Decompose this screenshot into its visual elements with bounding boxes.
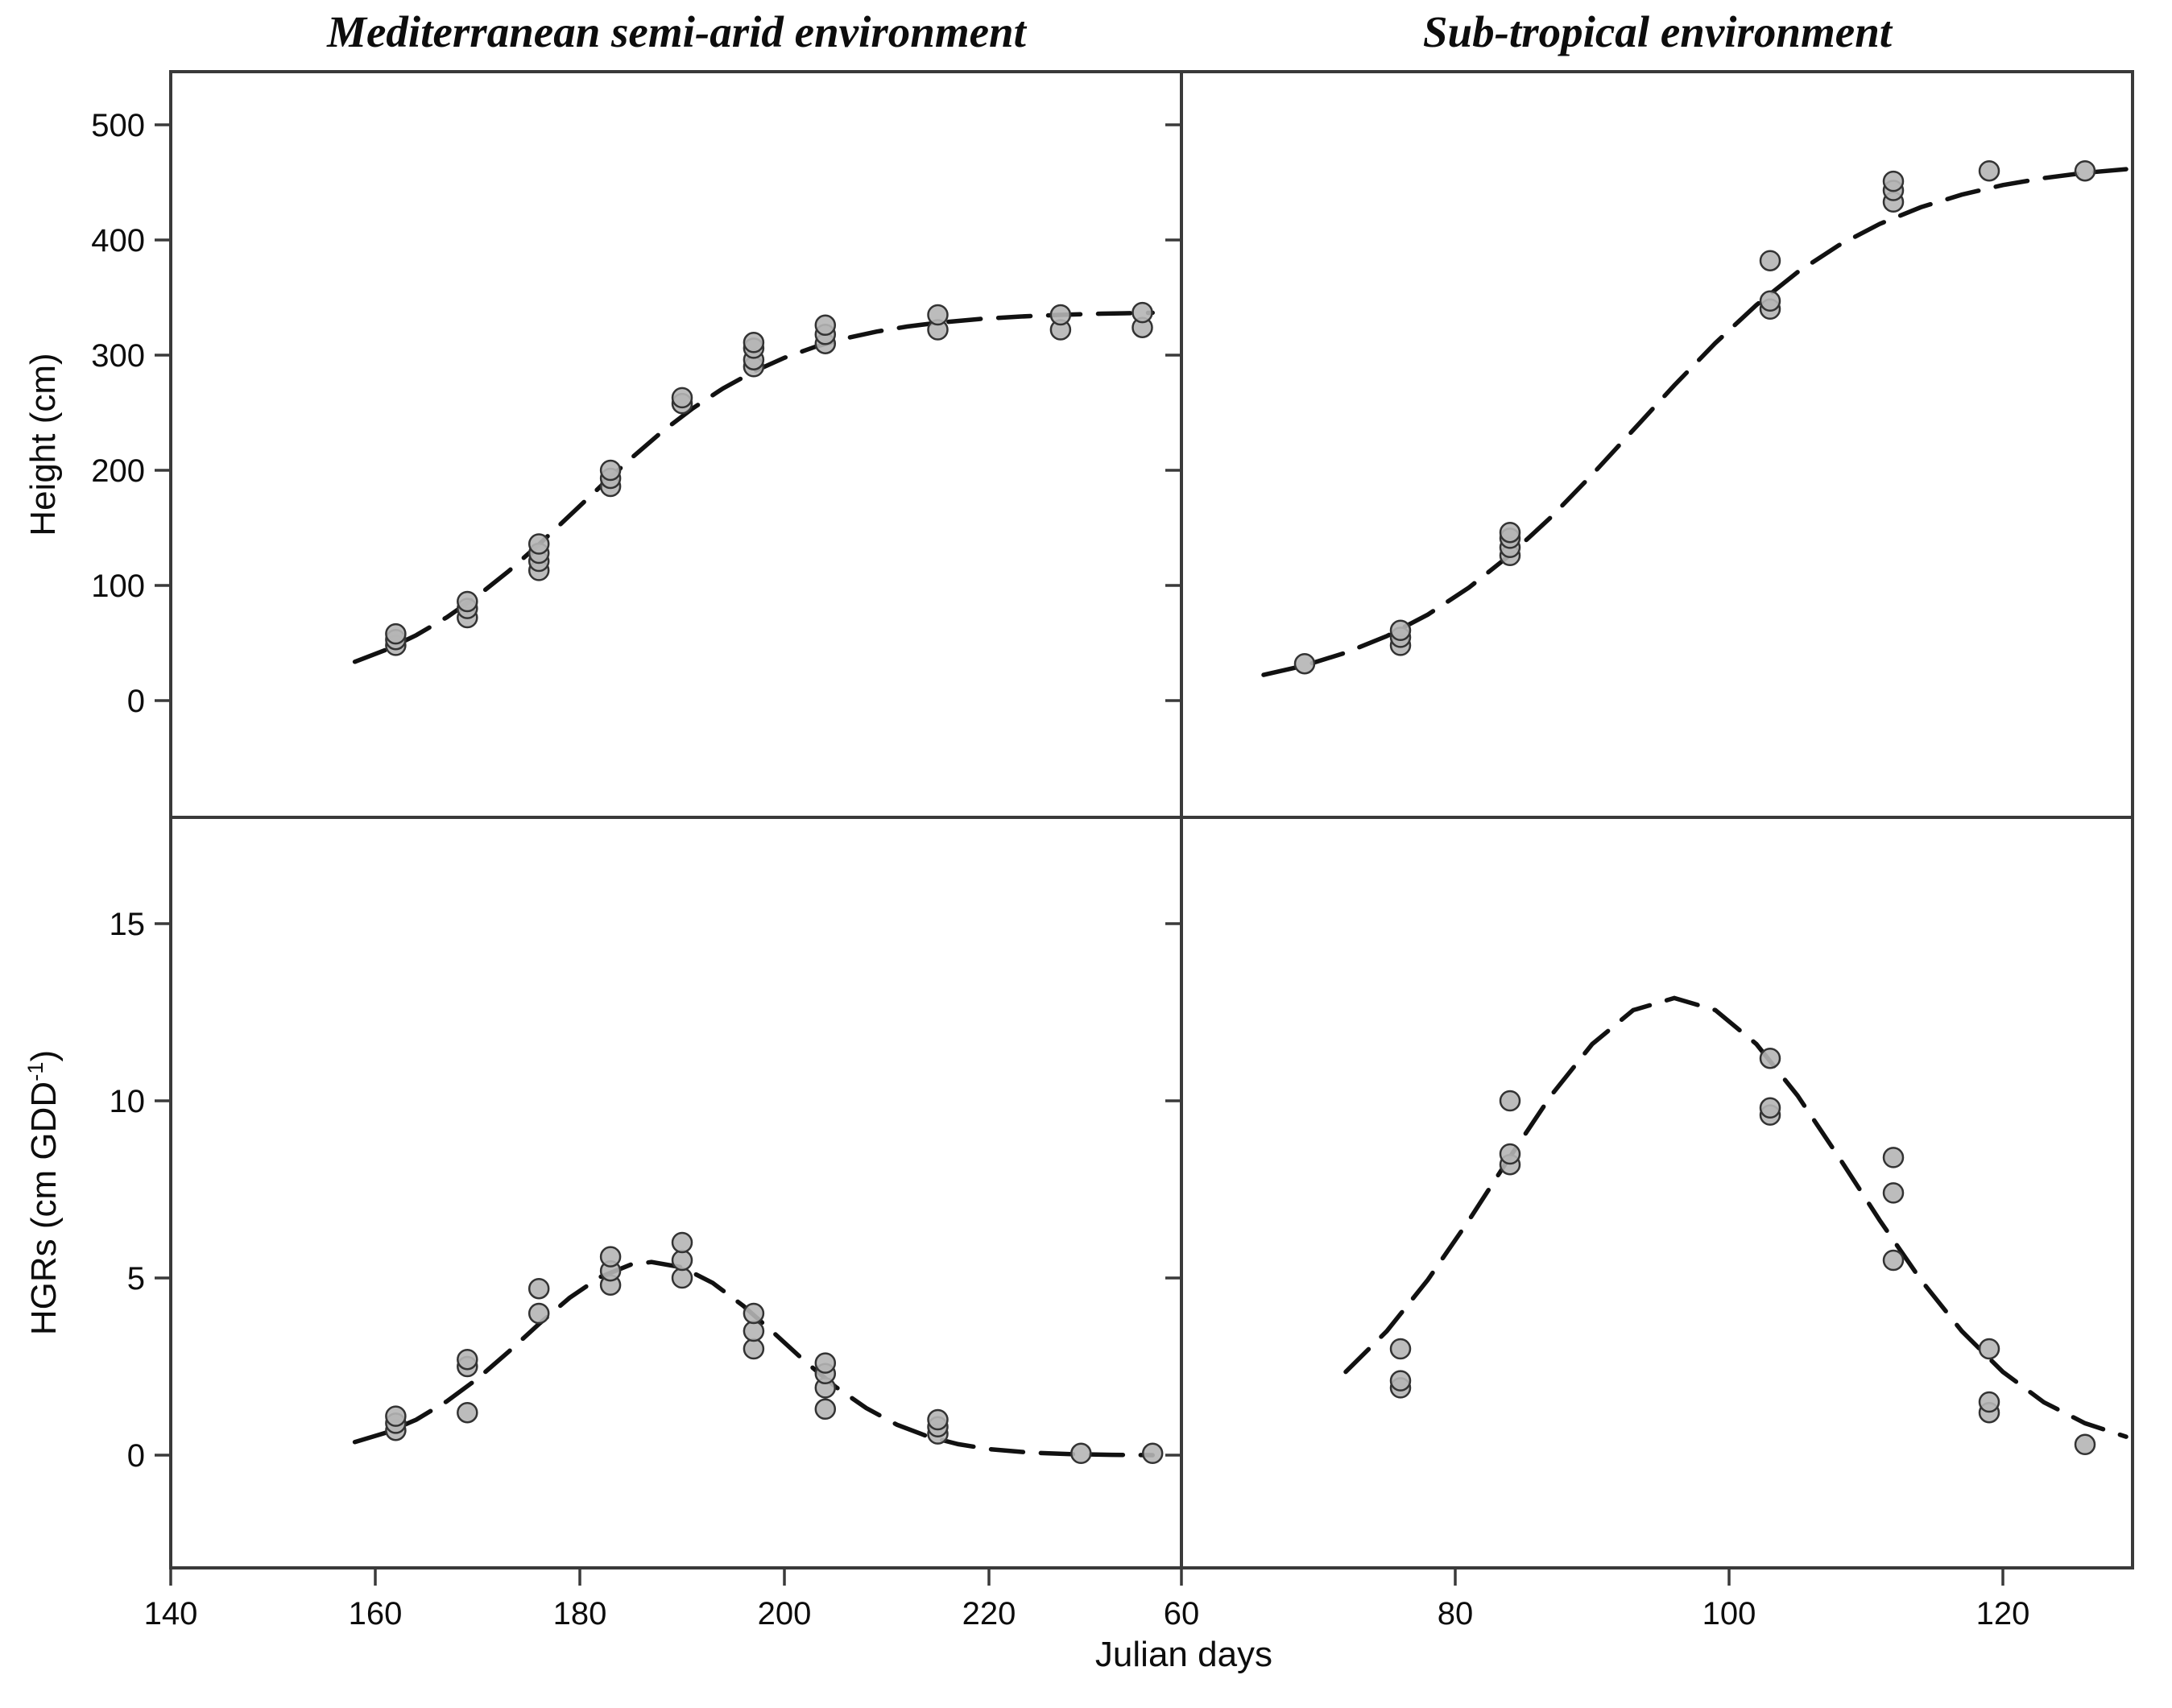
y-tick-label: 300 [91, 338, 145, 374]
data-point-hgr-mediterranean [671, 1249, 693, 1272]
data-point-hgr-subtropical [1978, 1391, 2000, 1413]
data-point-hgr-mediterranean [385, 1405, 407, 1427]
data-point-hgr-subtropical [1499, 1143, 1521, 1165]
data-point-hgr-mediterranean [743, 1320, 765, 1342]
y-tick-label: 500 [91, 108, 145, 143]
data-point-height-mediterranean [599, 459, 622, 482]
data-point-height-subtropical [2074, 159, 2096, 182]
data-point-hgr-mediterranean [671, 1231, 693, 1254]
data-point-height-subtropical [1499, 521, 1521, 544]
y-tick-label: 0 [127, 684, 145, 719]
data-point-hgr-subtropical [1978, 1338, 2000, 1360]
data-point-height-mediterranean [457, 590, 478, 613]
x-tick-label: 100 [1702, 1596, 1756, 1631]
fit-curve-height-mediterranean [352, 310, 1155, 664]
data-point-hgr-mediterranean [1141, 1442, 1164, 1465]
x-tick-label: 200 [758, 1596, 812, 1631]
x-tick-label: 220 [962, 1596, 1016, 1631]
x-tick-label: 80 [1438, 1596, 1474, 1631]
data-point-height-mediterranean [527, 533, 550, 555]
figure-frame [169, 70, 2134, 1569]
data-point-hgr-mediterranean [599, 1246, 622, 1268]
x-axis-label: Julian days [1094, 1635, 1273, 1674]
data-point-height-mediterranean [743, 332, 765, 354]
x-tick-label: 140 [144, 1596, 198, 1631]
data-point-hgr-subtropical [1499, 1090, 1521, 1112]
data-point-height-mediterranean [671, 387, 693, 409]
data-point-hgr-subtropical [1759, 1047, 1781, 1069]
data-point-hgr-subtropical [2074, 1433, 2096, 1456]
data-point-hgr-mediterranean [527, 1277, 550, 1300]
data-point-hgr-subtropical [1882, 1182, 1905, 1204]
data-point-hgr-mediterranean [927, 1408, 949, 1431]
data-point-height-subtropical [1759, 250, 1781, 271]
x-tick-label: 120 [1976, 1596, 2030, 1631]
left-panel-title: Mediterranean semi-arid environment [327, 7, 1026, 56]
data-point-hgr-subtropical [1882, 1249, 1905, 1272]
data-point-hgr-subtropical [1389, 1370, 1412, 1392]
data-point-hgr-mediterranean [457, 1348, 478, 1371]
y-tick-label: 100 [91, 569, 145, 604]
data-point-hgr-mediterranean [527, 1302, 550, 1325]
data-point-hgr-mediterranean [814, 1352, 837, 1374]
data-point-hgr-mediterranean [743, 1338, 765, 1360]
x-tick-label: 180 [553, 1596, 607, 1631]
x-tick-label: 160 [349, 1596, 403, 1631]
data-point-height-subtropical [1882, 170, 1905, 192]
data-point-height-mediterranean [385, 622, 407, 645]
y-tick-label: 200 [91, 453, 145, 489]
data-point-hgr-mediterranean [814, 1398, 837, 1421]
data-point-hgr-subtropical [1759, 1097, 1781, 1119]
data-point-height-mediterranean [1049, 304, 1072, 326]
right-panel-title: Sub-tropical environment [1422, 7, 1893, 56]
data-point-hgr-mediterranean [457, 1401, 478, 1424]
y-tick-label: 15 [110, 907, 146, 942]
y-tick-label: 5 [127, 1261, 145, 1297]
data-point-hgr-mediterranean [743, 1302, 765, 1325]
data-point-height-subtropical [1978, 159, 2000, 182]
data-point-hgr-subtropical [1882, 1147, 1905, 1168]
data-point-height-subtropical [1293, 652, 1316, 675]
y-tick-label: 400 [91, 223, 145, 258]
data-point-height-mediterranean [927, 304, 949, 326]
data-point-height-mediterranean [1132, 301, 1153, 324]
y-tick-label: 10 [110, 1084, 146, 1119]
data-point-height-mediterranean [814, 314, 837, 337]
data-point-hgr-subtropical [1389, 1338, 1412, 1360]
y-tick-label: 0 [127, 1438, 145, 1474]
fit-curve-hgr-subtropical [1343, 995, 2129, 1439]
data-point-hgr-mediterranean [671, 1267, 693, 1289]
data-point-height-subtropical [1389, 619, 1412, 642]
data-point-height-subtropical [1759, 290, 1781, 312]
x-tick-label: 60 [1164, 1596, 1200, 1631]
fit-curve-height-subtropical [1261, 167, 2129, 677]
data-point-hgr-mediterranean [1070, 1442, 1092, 1465]
